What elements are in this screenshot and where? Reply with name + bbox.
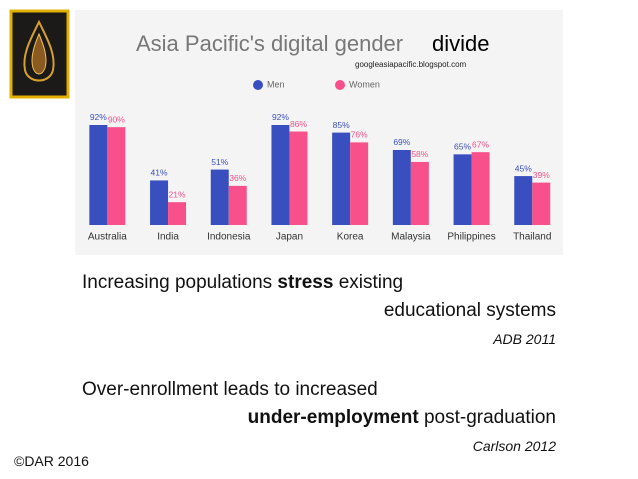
bar — [453, 154, 472, 225]
data-label: 41% — [151, 168, 168, 178]
x-tick-label: Korea — [337, 232, 364, 243]
data-label: 76% — [351, 130, 368, 140]
text-line: educational systems — [384, 300, 556, 322]
text-segment: existing — [338, 272, 404, 293]
text-segment: stress — [277, 272, 334, 293]
bar — [168, 202, 187, 225]
bar — [514, 176, 533, 225]
data-label: 85% — [333, 120, 350, 130]
bar — [89, 124, 108, 225]
x-tick-label: Indonesia — [207, 232, 251, 243]
data-label: 51% — [211, 157, 228, 167]
bar — [471, 152, 490, 225]
bar — [210, 169, 229, 225]
citation: ADB 2011 — [493, 331, 556, 347]
legend-label: Women — [349, 79, 380, 89]
x-tick-label: Japan — [276, 232, 303, 243]
data-label: 69% — [393, 137, 410, 147]
text-segment: post-graduation — [423, 407, 556, 428]
x-tick-label: Australia — [88, 232, 127, 243]
text-line: under-employment post-graduation — [248, 407, 556, 429]
data-label: 86% — [290, 119, 307, 129]
bar — [532, 182, 551, 225]
data-label: 65% — [454, 142, 471, 152]
data-label: 58% — [411, 149, 428, 159]
x-tick-label: Malaysia — [391, 232, 431, 243]
bar — [392, 149, 411, 225]
x-tick-label: India — [157, 232, 179, 243]
chart-title: Asia Pacific's digital gender — [136, 31, 403, 56]
data-label: 39% — [533, 170, 550, 180]
chart: Asia Pacific's digital gender divide goo… — [9, 9, 563, 255]
citation: Carlson 2012 — [472, 438, 556, 454]
x-tick-label: Philippines — [447, 232, 495, 243]
copyright: ©DAR 2016 — [14, 453, 89, 469]
text-line: Over-enrollment leads to increased — [82, 379, 378, 401]
bar — [150, 180, 169, 225]
data-label: 36% — [229, 173, 246, 183]
bar — [271, 124, 290, 225]
bar — [228, 185, 247, 225]
text-segment: Increasing populations — [82, 272, 273, 293]
data-label: 90% — [108, 114, 125, 124]
text-segment: Over-enrollment leads to increased — [82, 379, 378, 400]
bar — [332, 132, 351, 225]
legend-label: Men — [267, 79, 285, 89]
data-label: 21% — [169, 189, 186, 199]
bar — [350, 142, 369, 225]
text-segment: educational systems — [383, 300, 556, 321]
chart-source: googleasiapacific.blogspot.com — [355, 60, 467, 69]
data-label: 67% — [472, 139, 489, 149]
data-label: 92% — [90, 112, 107, 122]
x-tick-label: Thailand — [513, 232, 551, 243]
data-label: 92% — [272, 112, 289, 122]
logo — [9, 9, 70, 99]
bar — [289, 131, 308, 225]
chart-title-end: divide — [432, 31, 489, 56]
legend-swatch — [335, 80, 345, 90]
legend-swatch — [253, 80, 263, 90]
text-segment: under-employment — [247, 407, 419, 428]
bar — [107, 127, 126, 225]
bar — [410, 161, 429, 225]
text-line: Increasing populations stress existing — [82, 272, 403, 294]
data-label: 45% — [515, 163, 532, 173]
